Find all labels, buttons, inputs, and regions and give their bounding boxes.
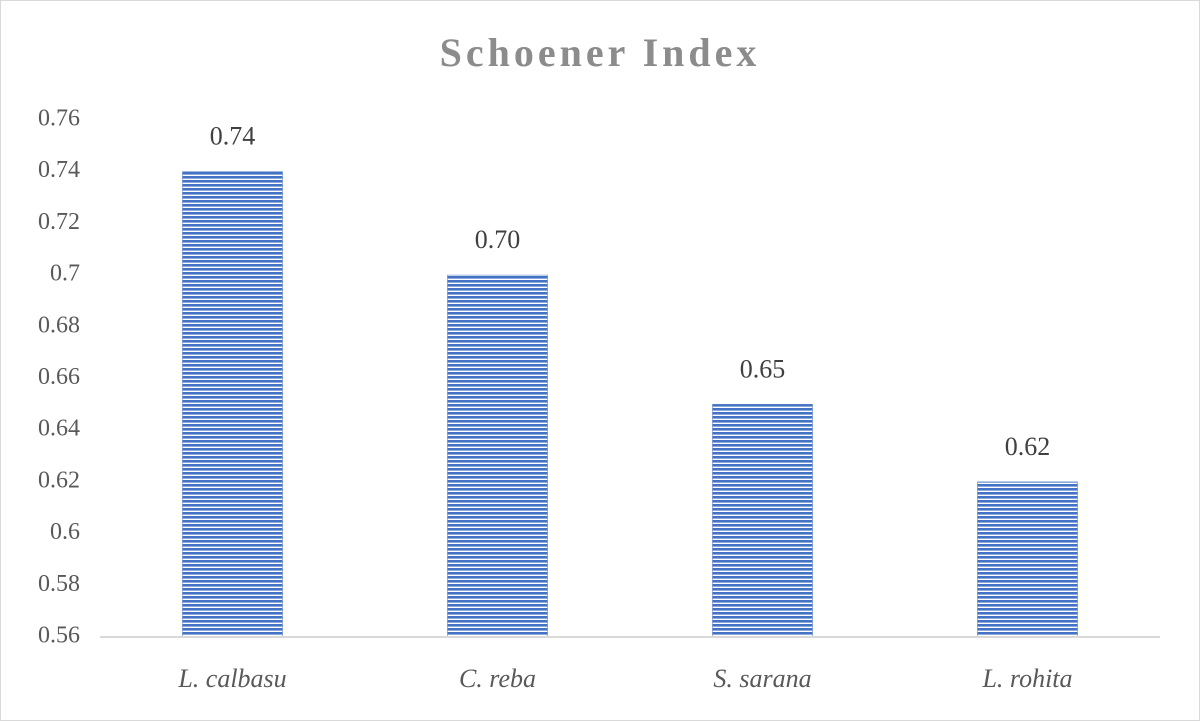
x-tick-label: L. rohita [981, 664, 1072, 693]
y-tick-label: 0.6 [50, 519, 80, 545]
y-tick-label: 0.56 [38, 623, 80, 649]
y-tick-label: 0.72 [38, 209, 80, 235]
bar [977, 481, 1078, 638]
data-label: 0.74 [210, 122, 256, 151]
y-tick-label: 0.74 [38, 157, 80, 183]
y-tick-label: 0.68 [38, 312, 80, 338]
x-tick-label: S. sarana [713, 664, 811, 693]
x-tick-label: L. calbasu [177, 664, 286, 693]
bar [712, 404, 813, 638]
y-tick-label: 0.62 [38, 467, 80, 493]
bar [447, 274, 548, 638]
data-label: 0.62 [1005, 432, 1051, 461]
data-label: 0.70 [475, 225, 521, 254]
y-tick-label: 0.66 [38, 364, 80, 390]
bar [182, 171, 283, 638]
y-tick-label: 0.76 [38, 106, 80, 132]
y-tick-label: 0.64 [38, 416, 80, 442]
y-tick-label: 0.7 [50, 261, 80, 287]
chart-title: Schoener Index [440, 30, 761, 75]
x-tick-label: C. reba [459, 664, 536, 693]
y-tick-label: 0.58 [38, 571, 80, 597]
data-label: 0.65 [740, 354, 786, 383]
